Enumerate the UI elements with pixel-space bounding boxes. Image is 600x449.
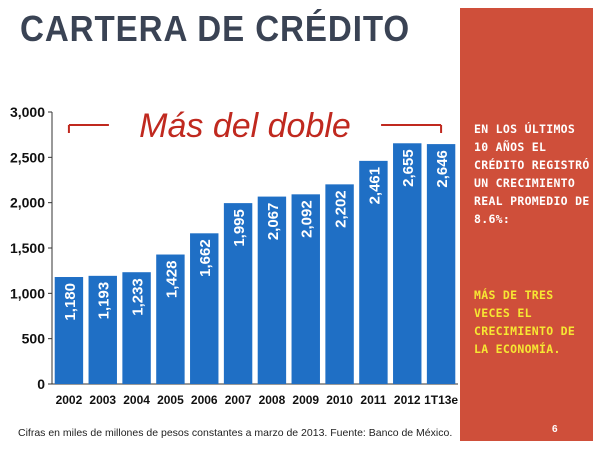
page-number: 6 (552, 424, 558, 435)
x-tick-label: 2009 (292, 393, 319, 407)
bar-data-label: 1,428 (163, 261, 180, 299)
side-panel: EN LOS ÚLTIMOS 10 AÑOS EL CRÉDITO REGIST… (460, 8, 593, 441)
x-tick-label: 2010 (326, 393, 353, 407)
y-tick-label: 1,000 (10, 285, 45, 301)
bar-data-label: 1,662 (197, 239, 214, 277)
bar (426, 144, 456, 384)
x-tick-label: 2005 (157, 393, 184, 407)
annotation-text: Más del doble (139, 107, 351, 145)
bar (325, 184, 354, 384)
x-tick-label: 2002 (56, 393, 83, 407)
bar-data-label: 1,180 (62, 283, 79, 321)
y-tick-label: 500 (22, 331, 46, 347)
bar (291, 194, 320, 384)
y-tick-label: 2,000 (10, 195, 45, 211)
y-tick-label: 0 (37, 376, 45, 392)
x-tick-label: 2006 (191, 393, 218, 407)
y-tick-label: 2,500 (10, 149, 45, 165)
bar-data-label: 2,202 (333, 190, 350, 228)
bar-data-label: 2,646 (434, 150, 451, 188)
side-panel-highlight: MÁS DE TRES VECES EL CRECIMIENTO DE LA E… (474, 288, 576, 356)
bar (393, 143, 422, 384)
bar-data-label: 1,995 (231, 209, 248, 247)
bar-chart: 0 500 1,000 1,500 2,000 2,500 3,000 1,180 2002 1,… (10, 104, 458, 407)
x-tick-label: 2008 (259, 393, 286, 407)
bar-data-label: 2,461 (366, 167, 383, 205)
bar-data-label: 2,655 (400, 149, 417, 187)
bar (88, 275, 117, 384)
x-tick-label: 2007 (225, 393, 252, 407)
side-panel-text: EN LOS ÚLTIMOS 10 AÑOS EL CRÉDITO REGIST… (474, 122, 590, 226)
bar (223, 203, 253, 384)
y-tick-label: 1,500 (10, 240, 45, 256)
slide-title: CARTERA DE CRÉDITO (20, 8, 411, 49)
bar-data-label: 2,092 (299, 200, 316, 238)
bar (122, 272, 151, 384)
bar-data-label: 2,067 (265, 203, 282, 241)
x-tick-label: 2012 (394, 393, 421, 407)
x-tick-label: 1T13e (424, 393, 458, 407)
bar (54, 277, 84, 384)
y-tick-label: 3,000 (10, 104, 45, 120)
bar (156, 254, 185, 384)
x-tick-label: 2003 (89, 393, 116, 407)
x-tick-label: 2004 (123, 393, 150, 407)
bar (190, 233, 219, 384)
bar-data-label: 1,233 (130, 278, 147, 316)
footnote: Cifras en miles de millones de pesos con… (18, 427, 453, 439)
bar (257, 196, 287, 384)
bar-data-label: 1,193 (96, 282, 113, 320)
bar (359, 160, 388, 384)
x-tick-label: 2011 (360, 393, 386, 407)
